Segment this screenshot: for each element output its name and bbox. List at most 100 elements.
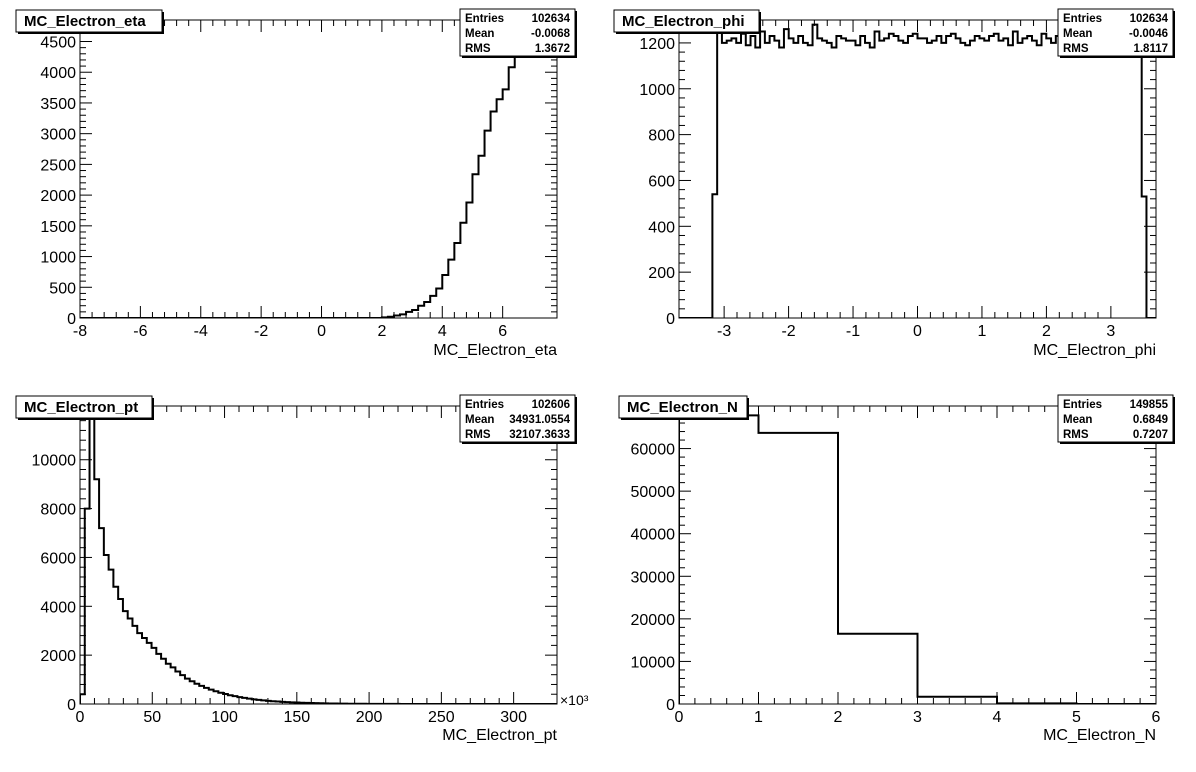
y-tick-label: 0 bbox=[67, 311, 76, 328]
histogram-series bbox=[80, 409, 557, 704]
stats-box bbox=[1057, 394, 1174, 443]
stats-rms-label: RMS bbox=[1063, 429, 1089, 441]
x-axis-exponent: ×10³ bbox=[560, 692, 589, 708]
stats-mean-value: 34931.0554 bbox=[509, 414, 570, 426]
y-tick-label: 500 bbox=[49, 280, 76, 297]
y-tick-label: 0 bbox=[666, 311, 675, 328]
histogram-panel-2: 0 200 400 600 800 1000 1200 -3 -2 -1 0 1 2 3 MC_Electr… bbox=[613, 8, 1175, 359]
y-tick-label: 10000 bbox=[32, 453, 77, 470]
stats-mean-label: Mean bbox=[1063, 414, 1092, 426]
x-tick-label: -4 bbox=[194, 323, 208, 340]
x-tick-label: 1 bbox=[978, 323, 987, 340]
y-tick-label: 4500 bbox=[40, 35, 76, 52]
y-tick-label: 600 bbox=[648, 173, 675, 190]
x-tick-label: 0 bbox=[675, 709, 684, 726]
x-tick-label: 2 bbox=[834, 709, 843, 726]
stats-rms-value: 1.8117 bbox=[1133, 43, 1168, 55]
y-tick-label: 2000 bbox=[40, 648, 76, 665]
x-tick-label: 250 bbox=[428, 709, 455, 726]
stats-entries-value: 102634 bbox=[1130, 13, 1169, 25]
y-tick-label: 40000 bbox=[631, 527, 676, 544]
histogram-series bbox=[80, 29, 557, 318]
x-tick-label: 150 bbox=[283, 709, 310, 726]
x-tick-label: 2 bbox=[377, 323, 386, 340]
y-tick-label: 800 bbox=[648, 128, 675, 145]
x-tick-label: -2 bbox=[254, 323, 268, 340]
title-box bbox=[613, 9, 760, 33]
chart-title: MC_Electron_N bbox=[627, 399, 738, 416]
stats-entries-label: Entries bbox=[1063, 13, 1102, 25]
title-box bbox=[15, 9, 163, 33]
x-axis-label: MC_Electron_phi bbox=[1033, 342, 1156, 359]
stats-entries-value: 102606 bbox=[532, 399, 570, 411]
y-tick-label: 8000 bbox=[40, 502, 76, 519]
y-tick-label: 1500 bbox=[40, 219, 76, 236]
stats-entries-label: Entries bbox=[1063, 399, 1102, 411]
y-tick-label: 4000 bbox=[40, 65, 76, 82]
stats-box bbox=[1057, 8, 1174, 57]
stats-mean-value: -0.0046 bbox=[1129, 28, 1168, 40]
x-tick-label: 200 bbox=[356, 709, 383, 726]
x-tick-label: 0 bbox=[317, 323, 326, 340]
y-tick-label: 10000 bbox=[631, 654, 676, 671]
x-axis-label: MC_Electron_N bbox=[1043, 727, 1156, 744]
y-tick-label: 2000 bbox=[40, 188, 76, 205]
x-axis-label: MC_Electron_pt bbox=[442, 727, 557, 744]
y-tick-label: 2500 bbox=[40, 157, 76, 174]
x-tick-label: 1 bbox=[754, 709, 763, 726]
plot-frame bbox=[79, 405, 558, 705]
histogram-series bbox=[679, 414, 1156, 704]
stats-mean-label: Mean bbox=[465, 28, 494, 40]
x-tick-label: 6 bbox=[1152, 709, 1161, 726]
y-tick-label: 1200 bbox=[639, 36, 675, 53]
stats-mean-value: 0.6849 bbox=[1133, 414, 1168, 426]
y-tick-label: 1000 bbox=[40, 250, 76, 267]
stats-mean-label: Mean bbox=[465, 414, 494, 426]
title-box bbox=[618, 395, 748, 419]
chart-title: MC_Electron_pt bbox=[24, 399, 138, 416]
y-tick-label: 0 bbox=[666, 697, 675, 714]
x-tick-label: 300 bbox=[500, 709, 527, 726]
y-tick-label: 50000 bbox=[631, 484, 676, 501]
title-box bbox=[15, 395, 153, 419]
x-tick-label: 6 bbox=[498, 323, 507, 340]
x-tick-label: 4 bbox=[438, 323, 447, 340]
x-tick-label: 4 bbox=[993, 709, 1002, 726]
stats-mean-label: Mean bbox=[1063, 28, 1092, 40]
x-tick-label: 2 bbox=[1042, 323, 1051, 340]
plot-frame bbox=[79, 19, 558, 319]
y-tick-label: 400 bbox=[648, 219, 675, 236]
stats-rms-label: RMS bbox=[1063, 43, 1089, 55]
stats-rms-label: RMS bbox=[465, 429, 491, 441]
chart-title: MC_Electron_phi bbox=[622, 13, 745, 30]
x-tick-label: 100 bbox=[211, 709, 238, 726]
stats-entries-value: 149855 bbox=[1130, 399, 1169, 411]
stats-entries-label: Entries bbox=[465, 399, 504, 411]
y-tick-label: 6000 bbox=[40, 550, 76, 567]
x-tick-label: -2 bbox=[781, 323, 795, 340]
y-tick-label: 3000 bbox=[40, 127, 76, 144]
x-tick-label: 5 bbox=[1072, 709, 1081, 726]
stats-entries-value: 102634 bbox=[532, 13, 571, 25]
chart-title: MC_Electron_eta bbox=[24, 13, 146, 30]
y-tick-label: 30000 bbox=[631, 569, 676, 586]
stats-box bbox=[459, 394, 576, 443]
y-tick-label: 1000 bbox=[639, 82, 675, 99]
y-tick-label: 0 bbox=[67, 697, 76, 714]
histogram-series bbox=[679, 23, 1156, 318]
y-tick-label: 4000 bbox=[40, 599, 76, 616]
x-tick-label: 3 bbox=[913, 709, 922, 726]
stats-rms-value: 32107.3633 bbox=[509, 429, 570, 441]
stats-rms-value: 0.7207 bbox=[1133, 429, 1168, 441]
histogram-panel-3: 0200040006000800010000120000501001502002… bbox=[15, 394, 589, 744]
y-tick-label: 3500 bbox=[40, 96, 76, 113]
histogram-panel-1: 0 500 1000 1500 2000 2500 3000 3500 4000 4500 -8 -6… bbox=[15, 8, 577, 359]
histogram-panel-4: 0100002000030000400005000060000700000123… bbox=[618, 394, 1175, 744]
x-tick-label: 3 bbox=[1106, 323, 1115, 340]
stats-entries-label: Entries bbox=[465, 13, 504, 25]
y-tick-label: 20000 bbox=[631, 612, 676, 629]
x-tick-label: 0 bbox=[913, 323, 922, 340]
y-tick-label: 200 bbox=[648, 265, 675, 282]
stats-rms-label: RMS bbox=[465, 43, 491, 55]
